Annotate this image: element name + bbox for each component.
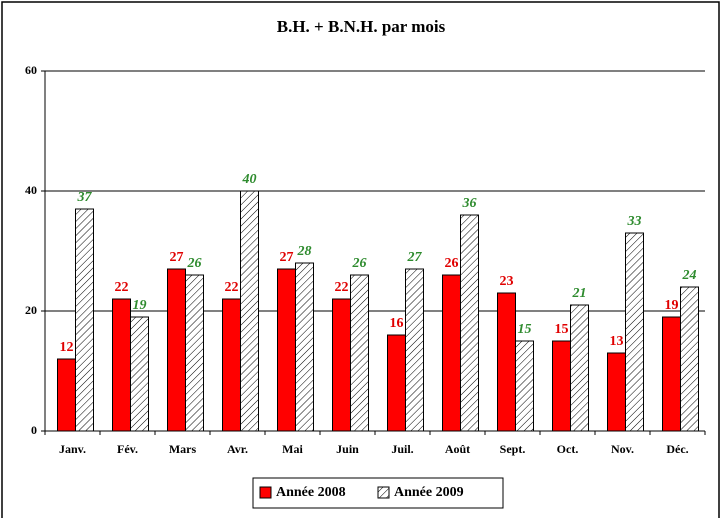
value-label: 26 bbox=[187, 256, 202, 271]
y-tick-label: 40 bbox=[25, 183, 37, 197]
bar bbox=[625, 232, 644, 432]
value-label: 33 bbox=[627, 214, 642, 229]
y-tick-label: 60 bbox=[25, 63, 37, 77]
value-label: 28 bbox=[297, 244, 312, 259]
bar bbox=[350, 274, 369, 432]
value-label: 26 bbox=[445, 256, 459, 271]
x-tick-label: Août bbox=[445, 442, 470, 456]
bar bbox=[130, 316, 149, 432]
x-tick-label: Avr. bbox=[227, 442, 248, 456]
bar bbox=[405, 268, 424, 432]
value-label: 19 bbox=[133, 298, 147, 313]
value-label: 13 bbox=[610, 334, 624, 349]
bar bbox=[570, 304, 589, 432]
chart-title: B.H. + B.N.H. par mois bbox=[277, 17, 446, 36]
x-tick-label: Janv. bbox=[59, 442, 86, 456]
value-label: 22 bbox=[115, 280, 129, 295]
x-tick-label: Déc. bbox=[666, 442, 688, 456]
x-tick-label: Oct. bbox=[557, 442, 579, 456]
legend-swatch bbox=[259, 486, 272, 499]
bar bbox=[497, 292, 516, 432]
bar bbox=[75, 208, 94, 432]
value-label: 22 bbox=[225, 280, 239, 295]
value-label: 27 bbox=[280, 250, 294, 265]
value-label: 22 bbox=[335, 280, 349, 295]
x-tick-label: Mai bbox=[282, 442, 303, 456]
bar bbox=[387, 334, 406, 432]
value-label: 26 bbox=[352, 256, 367, 271]
value-label: 40 bbox=[242, 172, 257, 187]
bar bbox=[240, 190, 259, 432]
value-label: 24 bbox=[682, 268, 697, 283]
bar bbox=[295, 262, 314, 432]
bar bbox=[185, 274, 204, 432]
x-tick-label: Sept. bbox=[500, 442, 526, 456]
bar bbox=[167, 268, 186, 432]
value-label: 16 bbox=[390, 316, 404, 331]
bar bbox=[442, 274, 461, 432]
bar bbox=[680, 286, 699, 432]
y-tick-label: 0 bbox=[31, 423, 37, 437]
value-label: 37 bbox=[77, 190, 93, 205]
bar bbox=[552, 340, 571, 432]
bar bbox=[662, 316, 681, 432]
y-tick-label: 20 bbox=[25, 303, 37, 317]
legend-swatch bbox=[377, 486, 390, 499]
bar bbox=[332, 298, 351, 432]
x-tick-label: Nov. bbox=[611, 442, 634, 456]
bar bbox=[112, 298, 131, 432]
x-tick-label: Mars bbox=[169, 442, 197, 456]
bar bbox=[515, 340, 534, 432]
value-label: 12 bbox=[60, 340, 74, 355]
value-label: 27 bbox=[407, 250, 423, 265]
value-label: 36 bbox=[462, 196, 477, 211]
legend-label: Année 2009 bbox=[394, 485, 464, 500]
bar bbox=[607, 352, 626, 432]
value-label: 19 bbox=[665, 298, 679, 313]
x-tick-label: Fév. bbox=[117, 442, 138, 456]
bar bbox=[460, 214, 479, 432]
bar bbox=[222, 298, 241, 432]
value-label: 15 bbox=[555, 322, 569, 337]
value-label: 15 bbox=[518, 322, 532, 337]
x-tick-label: Juin bbox=[336, 442, 359, 456]
value-label: 27 bbox=[170, 250, 184, 265]
bar bbox=[277, 268, 296, 432]
legend-label: Année 2008 bbox=[276, 485, 346, 500]
bar bbox=[57, 358, 76, 432]
value-label: 23 bbox=[500, 274, 514, 289]
value-label: 21 bbox=[572, 286, 587, 301]
x-tick-label: Juil. bbox=[391, 442, 413, 456]
